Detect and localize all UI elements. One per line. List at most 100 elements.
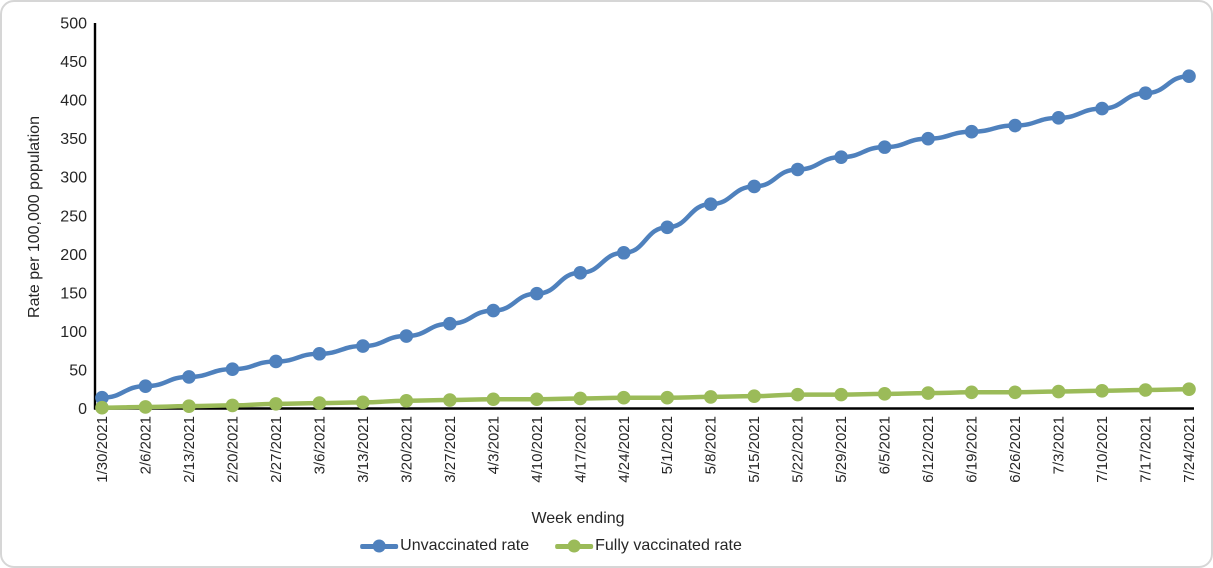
- data-point-marker: [1051, 384, 1066, 399]
- legend-item-unvaccinated: Unvaccinated rate: [360, 537, 529, 555]
- data-point-marker: [921, 386, 935, 400]
- data-point-marker: [138, 379, 153, 393]
- x-tick-label: 7/24/2021: [1181, 416, 1198, 483]
- y-tick-label: 0: [78, 401, 87, 418]
- data-point-marker: [790, 162, 805, 177]
- x-tick-label: 3/20/2021: [398, 416, 415, 483]
- x-tick-label: 5/29/2021: [833, 416, 850, 483]
- y-axis-title: Rate per 100,000 population: [26, 116, 43, 318]
- circle-marker-icon: [567, 539, 581, 553]
- data-point-marker: [269, 397, 283, 411]
- y-tick-label: 400: [60, 93, 87, 110]
- data-point-marker: [443, 393, 457, 407]
- data-point-marker: [356, 339, 370, 353]
- data-point-marker: [530, 286, 544, 301]
- line-marker-icon: [360, 539, 399, 553]
- data-point-marker: [443, 316, 457, 331]
- data-point-marker: [616, 245, 631, 260]
- y-tick-label: 250: [60, 208, 87, 225]
- x-tick-label: 6/5/2021: [877, 416, 894, 474]
- x-tick-label: 2/6/2021: [137, 416, 154, 474]
- x-tick-label: 6/19/2021: [964, 416, 981, 483]
- x-tick-label: 4/24/2021: [616, 416, 633, 483]
- data-point-marker: [1008, 118, 1022, 133]
- data-point-marker: [399, 393, 414, 408]
- y-tick-label: 150: [60, 285, 87, 302]
- data-point-marker: [399, 329, 414, 343]
- data-point-marker: [486, 303, 501, 318]
- data-point-marker: [573, 266, 588, 280]
- data-point-marker: [530, 392, 544, 407]
- data-point-marker: [1051, 111, 1066, 125]
- y-tick-label: 300: [60, 170, 87, 187]
- data-point-marker: [95, 390, 109, 405]
- x-tick-label: 3/27/2021: [442, 416, 459, 483]
- x-tick-label: 2/20/2021: [224, 416, 241, 483]
- data-point-marker: [1008, 385, 1022, 400]
- data-point-marker: [790, 387, 805, 402]
- data-point-marker: [964, 124, 979, 139]
- x-axis-title: Week ending: [531, 510, 625, 527]
- data-point-marker: [964, 385, 979, 400]
- data-point-marker: [486, 392, 501, 407]
- x-tick-label: 5/22/2021: [790, 416, 807, 483]
- series-line: [99, 386, 1192, 410]
- data-point-marker: [312, 396, 327, 410]
- data-point-marker: [660, 390, 675, 405]
- x-tick-label: 2/27/2021: [268, 416, 285, 483]
- data-point-marker: [573, 391, 588, 406]
- data-point-marker: [703, 390, 718, 404]
- line-marker-icon: [555, 539, 594, 553]
- legend-item-fully-vaccinated: Fully vaccinated rate: [555, 537, 742, 555]
- y-tick-label: 500: [60, 16, 87, 33]
- data-point-marker: [225, 362, 240, 376]
- x-tick-label: 5/15/2021: [746, 416, 763, 483]
- x-tick-label: 5/1/2021: [659, 416, 676, 474]
- x-tick-label: 4/17/2021: [572, 416, 589, 483]
- legend: Unvaccinated rate Fully vaccinated rate: [360, 537, 742, 555]
- x-tick-label: 7/10/2021: [1094, 416, 1111, 483]
- x-tick-label: 6/26/2021: [1007, 416, 1024, 483]
- data-point-marker: [616, 390, 631, 405]
- data-point-marker: [269, 354, 283, 369]
- data-point-marker: [834, 150, 848, 164]
- x-tick-label: 2/13/2021: [181, 416, 198, 483]
- y-tick-label: 350: [60, 131, 87, 148]
- x-tick-label: 4/3/2021: [485, 416, 502, 474]
- data-point-marker: [921, 131, 935, 146]
- data-point-marker: [182, 399, 196, 413]
- x-tick-label: 3/13/2021: [355, 416, 372, 483]
- data-point-marker: [1182, 69, 1196, 83]
- y-tick-label: 450: [60, 54, 87, 71]
- data-point-marker: [138, 400, 153, 414]
- data-point-marker: [356, 395, 370, 410]
- x-tick-label: 4/10/2021: [529, 416, 546, 483]
- x-tick-label: 1/30/2021: [94, 416, 111, 483]
- y-tick-label: 100: [60, 324, 87, 341]
- data-point-marker: [1095, 383, 1109, 398]
- data-point-marker: [877, 140, 892, 154]
- data-point-marker: [834, 387, 848, 402]
- data-point-marker: [1138, 383, 1153, 397]
- data-point-marker: [1095, 101, 1109, 116]
- y-tick-label: 200: [60, 247, 87, 264]
- legend-label: Fully vaccinated rate: [595, 537, 742, 554]
- data-point-marker: [1182, 382, 1196, 397]
- x-tick-label: 3/6/2021: [311, 416, 328, 474]
- y-tick-label: 50: [69, 362, 87, 379]
- data-point-marker: [703, 197, 718, 211]
- circle-marker-icon: [372, 539, 386, 553]
- data-point-marker: [182, 370, 196, 384]
- data-point-marker: [747, 179, 761, 194]
- data-point-marker: [312, 346, 327, 361]
- data-point-marker: [95, 400, 109, 415]
- x-tick-label: 6/12/2021: [920, 416, 937, 483]
- data-point-marker: [660, 220, 675, 235]
- x-tick-label: 7/3/2021: [1051, 416, 1068, 474]
- legend-label: Unvaccinated rate: [400, 537, 530, 554]
- data-point-marker: [225, 398, 240, 413]
- x-tick-label: 5/8/2021: [703, 416, 720, 474]
- series-line: [99, 73, 1192, 400]
